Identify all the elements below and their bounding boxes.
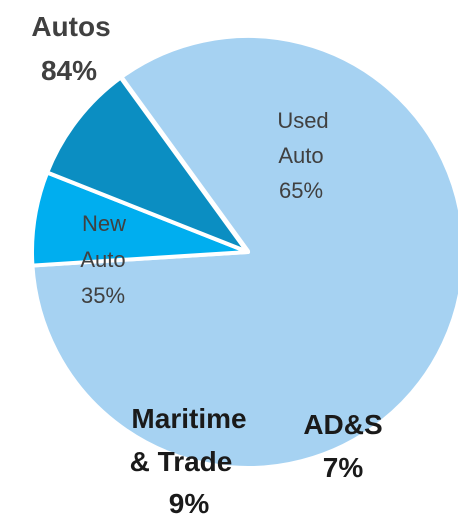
new-auto-percent: 35% [81, 283, 125, 308]
pie-slice-autos [30, 34, 458, 470]
pie-slices [30, 34, 458, 470]
ads-label: AD&S [303, 409, 382, 440]
autos-percent: 84% [41, 55, 97, 86]
maritime-label-line2: & Trade [130, 446, 233, 477]
ads-percent: 7% [323, 452, 364, 483]
maritime-percent: 9% [169, 488, 210, 519]
used-auto-label-line2: Auto [278, 143, 323, 168]
maritime-label-line1: Maritime [131, 403, 246, 434]
pie-slice-maritime-trade [45, 75, 250, 254]
pie-dividers [119, 75, 251, 254]
autos-subdivider-line [119, 75, 251, 254]
used-auto-percent: 65% [279, 178, 323, 203]
used-auto-label-line1: Used [277, 108, 328, 133]
autos-label: Autos [31, 11, 110, 42]
new-auto-label-line1: New [82, 211, 126, 236]
new-auto-label-line2: Auto [80, 247, 125, 272]
